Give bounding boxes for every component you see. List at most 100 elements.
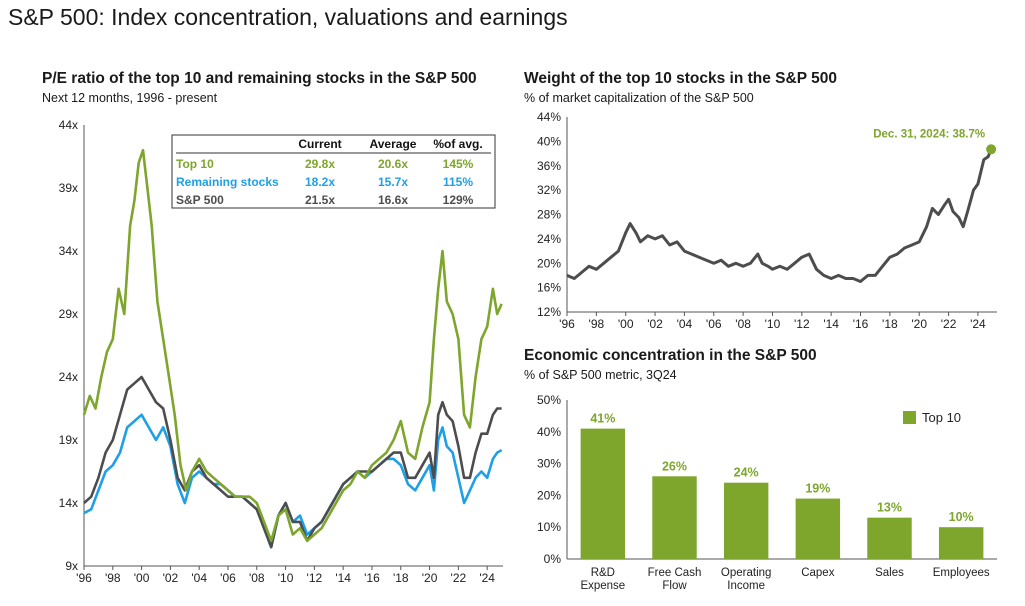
pe-x-tick-label: '98 [105, 571, 121, 585]
pe-x-tick-label: '22 [451, 571, 467, 585]
pe-y-tick-label: 29x [59, 307, 78, 321]
pe-table-header: %of avg. [433, 137, 482, 151]
concentration-y-tick-label: 20% [537, 488, 561, 502]
pe-table-average: 16.6x [378, 193, 408, 207]
weight-x-tick-label: '16 [853, 317, 869, 331]
weight-x-tick-label: '02 [647, 317, 663, 331]
concentration-value-label: 19% [805, 482, 830, 496]
concentration-category-label: Income [727, 580, 765, 592]
weight-y-tick-label: 32% [537, 183, 561, 197]
pe-chart-title: P/E ratio of the top 10 and remaining st… [42, 70, 477, 87]
weight-y-tick-label: 28% [537, 208, 561, 222]
weight-x-tick-label: '22 [941, 317, 957, 331]
pe-y-tick-label: 39x [59, 181, 78, 195]
concentration-y-tick-label: 30% [537, 457, 561, 471]
concentration-value-label: 13% [877, 501, 902, 515]
concentration-bar [795, 498, 841, 559]
concentration-category-label: Free Cash [648, 567, 702, 579]
weight-series-line [566, 148, 993, 283]
concentration-value-label: 41% [590, 412, 615, 426]
concentration-y-tick-label: 10% [537, 520, 561, 534]
pe-series-line-0 [82, 148, 503, 543]
pe-y-tick-label: 44x [59, 118, 78, 132]
weight-x-tick-label: '18 [882, 317, 898, 331]
weight-y-tick-label: 24% [537, 232, 561, 246]
weight-x-tick-label: '14 [823, 317, 839, 331]
pe-x-tick-label: '18 [393, 571, 409, 585]
concentration-y-tick-label: 0% [544, 552, 562, 566]
pe-x-tick-label: '96 [76, 571, 92, 585]
pe-table-row-label: Remaining stocks [176, 175, 279, 189]
pe-table-average: 15.7x [378, 175, 408, 189]
weight-x-tick-label: '04 [677, 317, 693, 331]
weight-x-tick-label: '00 [618, 317, 634, 331]
pe-y-tick-label: 14x [59, 496, 78, 510]
concentration-legend-swatch [903, 411, 916, 424]
pe-x-tick-label: '00 [134, 571, 150, 585]
weight-x-tick-label: '06 [706, 317, 722, 331]
pe-table-current: 21.5x [305, 193, 335, 207]
weight-y-tick-label: 44% [537, 110, 561, 124]
weight-y-tick-label: 12% [537, 305, 561, 319]
concentration-category-label: R&D [591, 567, 615, 579]
pe-table-current: 18.2x [305, 175, 335, 189]
pe-table-header: Average [370, 137, 417, 151]
concentration-chart-subtitle: % of S&P 500 metric, 3Q24 [524, 368, 677, 382]
weight-y-tick-label: 16% [537, 281, 561, 295]
concentration-legend-label: Top 10 [922, 410, 961, 425]
pe-x-tick-label: '14 [335, 571, 351, 585]
pe-table-row-label: Top 10 [176, 157, 214, 171]
pe-x-tick-label: '04 [191, 571, 207, 585]
pe-x-tick-label: '12 [307, 571, 323, 585]
concentration-category-label: Employees [933, 567, 990, 579]
concentration-category-label: Operating [721, 567, 772, 579]
concentration-y-tick-label: 50% [537, 393, 561, 407]
pe-y-tick-label: 24x [59, 370, 78, 384]
concentration-bar [723, 482, 769, 559]
concentration-bar [580, 428, 626, 559]
concentration-bar [938, 527, 984, 559]
concentration-value-label: 10% [949, 510, 974, 524]
concentration-y-tick-label: 40% [537, 425, 561, 439]
weight-x-tick-label: '96 [559, 317, 575, 331]
pe-x-tick-label: '06 [220, 571, 236, 585]
pe-table-current: 29.8x [305, 157, 335, 171]
concentration-category-label: Expense [580, 580, 625, 592]
pe-table-average: 20.6x [378, 157, 408, 171]
weight-y-tick-label: 40% [537, 134, 561, 148]
concentration-value-label: 24% [734, 466, 759, 480]
pe-x-tick-label: '08 [249, 571, 265, 585]
pe-x-tick-label: '10 [278, 571, 294, 585]
pe-table-pct: 115% [443, 175, 473, 189]
weight-x-tick-label: '08 [735, 317, 751, 331]
concentration-category-label: Capex [801, 567, 834, 579]
weight-x-tick-label: '24 [970, 317, 986, 331]
pe-series-line-2 [83, 375, 502, 549]
pe-x-tick-label: '20 [422, 571, 438, 585]
pe-x-tick-label: '16 [364, 571, 380, 585]
concentration-bar [867, 517, 912, 559]
pe-table-pct: 145% [443, 157, 474, 171]
concentration-category-label: Flow [662, 580, 687, 592]
pe-table-header: Current [298, 137, 341, 151]
concentration-chart-title: Economic concentration in the S&P 500 [524, 347, 817, 364]
weight-chart-subtitle: % of market capitalization of the S&P 50… [524, 91, 754, 105]
concentration-value-label: 26% [662, 459, 687, 473]
weight-x-tick-label: '10 [765, 317, 781, 331]
pe-data-table [171, 134, 496, 209]
weight-y-tick-label: 20% [537, 256, 561, 270]
pe-y-tick-label: 9x [65, 559, 78, 573]
weight-x-tick-label: '20 [911, 317, 927, 331]
pe-y-tick-label: 34x [59, 244, 78, 258]
weight-chart-title: Weight of the top 10 stocks in the S&P 5… [524, 70, 837, 87]
pe-x-tick-label: '24 [479, 571, 495, 585]
weight-endpoint-marker [986, 144, 997, 155]
weight-x-tick-label: '98 [589, 317, 605, 331]
page-title: S&P 500: Index concentration, valuations… [8, 4, 568, 30]
weight-y-tick-label: 36% [537, 159, 561, 173]
pe-table-pct: 129% [443, 193, 474, 207]
pe-series-line-1 [83, 413, 503, 549]
concentration-bar [652, 476, 697, 559]
concentration-category-label: Sales [875, 567, 904, 579]
